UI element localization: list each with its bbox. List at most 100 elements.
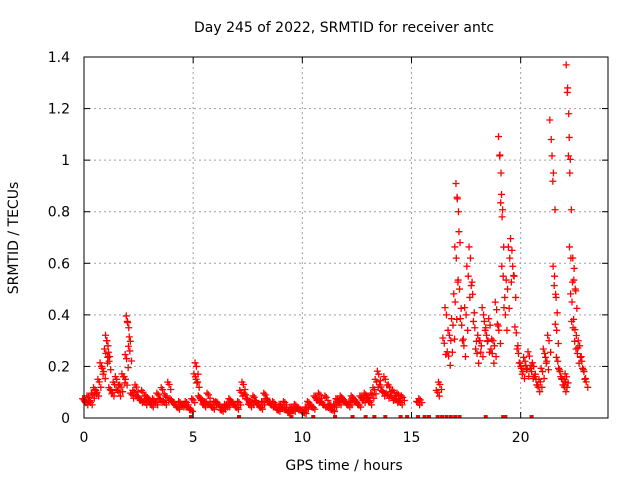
y-tick-label: 1.2 xyxy=(48,102,70,118)
data-point xyxy=(551,320,559,328)
data-point xyxy=(505,304,513,312)
data-point xyxy=(97,383,105,391)
data-point xyxy=(240,389,248,397)
data-point xyxy=(107,366,115,374)
data-point xyxy=(371,375,379,383)
data-point xyxy=(464,326,472,334)
x-tick-label: 0 xyxy=(80,430,89,446)
data-point xyxy=(562,388,570,396)
data-point xyxy=(87,389,95,397)
data-point xyxy=(553,309,561,317)
data-point xyxy=(439,334,447,342)
data-point xyxy=(453,193,461,201)
data-point xyxy=(279,397,287,405)
data-point xyxy=(553,326,561,334)
data-point xyxy=(451,298,459,306)
data-point xyxy=(512,293,520,301)
data-point xyxy=(467,282,475,290)
data-point xyxy=(302,410,310,418)
data-point xyxy=(544,366,552,374)
data-point xyxy=(554,339,562,347)
data-point xyxy=(555,364,563,372)
baseline-point xyxy=(311,415,316,418)
data-point xyxy=(117,392,125,400)
data-point xyxy=(455,228,463,236)
data-point xyxy=(207,403,215,411)
x-tick-label: 5 xyxy=(189,430,198,446)
data-point xyxy=(528,359,536,367)
data-point xyxy=(580,368,588,376)
data-point xyxy=(242,391,250,399)
data-point xyxy=(370,394,378,402)
data-point xyxy=(540,375,548,383)
baseline-point xyxy=(289,415,294,418)
data-point xyxy=(114,386,122,394)
data-point xyxy=(162,392,170,400)
data-point xyxy=(452,254,460,262)
data-point xyxy=(573,350,581,358)
data-point xyxy=(124,364,132,372)
baseline-point xyxy=(398,415,403,418)
baseline-point xyxy=(435,415,440,418)
data-point xyxy=(578,357,586,365)
baseline-point xyxy=(405,415,410,418)
baseline-point xyxy=(453,415,458,418)
data-point xyxy=(135,395,143,403)
y-tick-label: 0.2 xyxy=(48,359,70,375)
data-point xyxy=(334,397,342,405)
data-point xyxy=(120,373,128,381)
data-point xyxy=(100,368,108,376)
data-point xyxy=(514,342,522,350)
data-point xyxy=(547,348,555,356)
data-point xyxy=(203,389,211,397)
data-point xyxy=(456,315,464,323)
data-point xyxy=(299,408,307,416)
data-point xyxy=(445,352,453,360)
data-point xyxy=(520,353,528,361)
data-point xyxy=(480,317,488,325)
x-tick-label: 15 xyxy=(403,430,421,446)
data-point xyxy=(378,386,386,394)
data-point xyxy=(96,359,104,367)
data-point xyxy=(125,324,133,332)
data-point xyxy=(504,285,512,293)
data-point xyxy=(308,403,316,411)
data-point xyxy=(376,381,384,389)
data-point xyxy=(104,353,112,361)
data-point xyxy=(103,337,111,345)
data-point xyxy=(572,331,580,339)
data-point xyxy=(146,400,154,408)
data-point xyxy=(486,321,494,329)
data-points xyxy=(79,61,592,418)
data-point xyxy=(507,278,515,286)
data-point xyxy=(316,391,324,399)
data-point xyxy=(231,403,239,411)
data-point xyxy=(181,397,189,405)
data-point xyxy=(107,386,115,394)
data-point xyxy=(571,285,579,293)
data-point xyxy=(501,293,509,301)
x-tick-label: 10 xyxy=(293,430,311,446)
data-point xyxy=(462,353,469,361)
data-point xyxy=(84,393,92,401)
data-point xyxy=(531,373,539,381)
y-tick-label: 0.4 xyxy=(48,308,70,324)
data-point xyxy=(364,393,372,401)
data-point xyxy=(242,395,250,403)
data-point xyxy=(514,350,522,358)
data-point xyxy=(121,351,129,359)
data-point xyxy=(101,375,109,383)
data-point xyxy=(451,243,459,251)
data-point xyxy=(496,339,504,347)
baseline-point xyxy=(529,415,534,418)
data-point xyxy=(524,348,532,356)
data-point xyxy=(90,394,98,402)
grid xyxy=(84,57,608,418)
data-point xyxy=(551,206,559,214)
data-point xyxy=(89,391,97,399)
data-point xyxy=(250,393,258,401)
data-point xyxy=(447,337,455,345)
data-point xyxy=(195,383,203,391)
data-point xyxy=(448,315,456,323)
data-point xyxy=(234,397,242,405)
